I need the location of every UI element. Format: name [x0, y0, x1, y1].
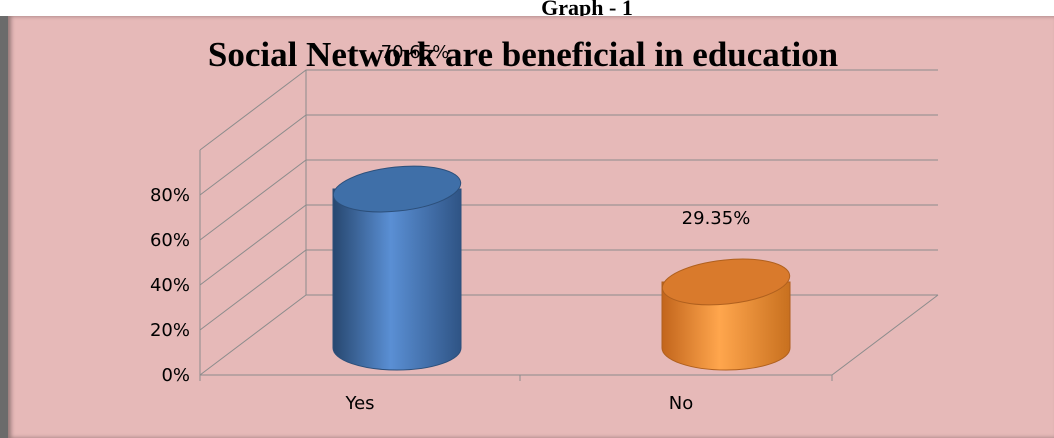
- gridline: [199, 159, 938, 241]
- y-tick-label: 80%: [150, 185, 190, 206]
- x-tick-label: Yes: [344, 393, 374, 414]
- x-tick-label: No: [669, 393, 693, 414]
- data-label: 29.35%: [682, 208, 751, 229]
- y-axis-ticks: 0% 20% 40% 60% 80%: [150, 185, 190, 386]
- chart-title: Social Network are beneficial in educati…: [208, 35, 838, 74]
- floor-edge: [200, 294, 939, 376]
- y-tick-label: 0%: [161, 365, 190, 386]
- bar-top: [661, 258, 791, 306]
- data-label: 70.65%: [381, 42, 450, 63]
- bar-chart: Social Network are beneficial in educati…: [150, 35, 939, 414]
- x-axis-labels: Yes No: [344, 393, 693, 414]
- y-tick-label: 20%: [150, 320, 190, 341]
- gridline: [199, 249, 938, 331]
- bars: [332, 165, 791, 371]
- bar-yes: [332, 165, 462, 371]
- gridlines: [199, 69, 939, 381]
- y-tick-label: 60%: [150, 230, 190, 251]
- chart-area: Social Network are beneficial in educati…: [0, 16, 1054, 438]
- y-tick-label: 40%: [150, 275, 190, 296]
- data-labels: 70.65% 29.35%: [381, 42, 751, 229]
- bar-body: [332, 188, 462, 371]
- gridline: [199, 114, 938, 196]
- gridline: [199, 204, 938, 286]
- gridline: [199, 69, 938, 151]
- graph-caption: Graph - 1: [541, 0, 633, 16]
- gridline: [199, 294, 938, 376]
- bar-top: [332, 165, 462, 213]
- bar-no: [661, 258, 791, 371]
